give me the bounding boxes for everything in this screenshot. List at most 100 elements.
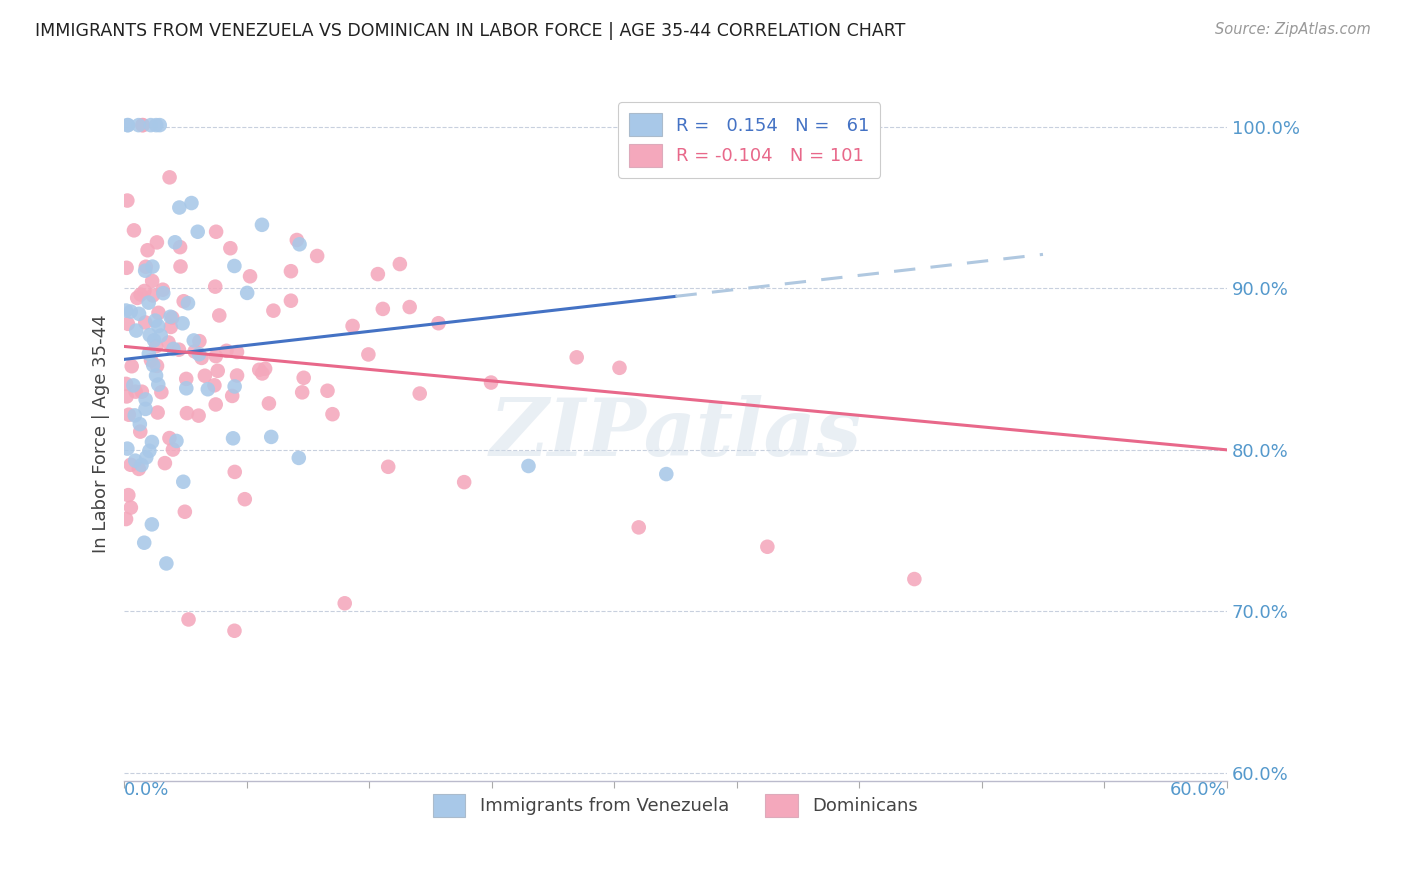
Point (145, 368, 167, 383)
Point (162, 342, 184, 356)
Point (398, 300, 420, 314)
Point (134, 315, 156, 329)
Point (143, 333, 166, 347)
Point (117, 317, 139, 331)
Point (367, 267, 389, 281)
Point (122, 378, 145, 392)
Point (134, 284, 156, 298)
Point (321, 407, 343, 421)
Point (180, 196, 202, 211)
Point (655, 467, 678, 481)
Point (357, 347, 380, 361)
Point (377, 459, 399, 474)
Point (187, 409, 209, 423)
Point (280, 293, 302, 308)
Point (125, 324, 148, 338)
Point (190, 351, 212, 365)
Point (183, 344, 205, 359)
Point (627, 520, 650, 534)
Point (226, 368, 249, 383)
Point (236, 285, 259, 300)
Point (173, 294, 195, 309)
Point (117, 488, 139, 502)
Point (135, 450, 157, 465)
Point (307, 249, 329, 263)
Point (257, 396, 280, 410)
Point (453, 475, 475, 490)
Point (124, 409, 146, 423)
Point (136, 244, 159, 258)
Point (260, 430, 283, 444)
Point (173, 505, 195, 519)
Point (208, 309, 231, 323)
Point (145, 339, 167, 353)
Point (127, 291, 149, 305)
Point (176, 381, 198, 395)
Text: ZIPatlas: ZIPatlas (489, 395, 862, 473)
Point (333, 596, 356, 610)
Point (138, 347, 160, 361)
Point (117, 194, 139, 208)
Point (292, 371, 315, 385)
Point (756, 540, 779, 554)
Point (117, 118, 139, 132)
Point (226, 345, 249, 359)
Point (141, 260, 163, 274)
Point (135, 260, 157, 274)
Point (285, 233, 308, 247)
Point (117, 118, 139, 132)
Point (149, 328, 172, 343)
Point (124, 453, 146, 467)
Point (153, 456, 176, 470)
Point (148, 318, 170, 333)
Point (288, 237, 311, 252)
Point (129, 287, 152, 301)
Point (128, 417, 150, 431)
Text: Source: ZipAtlas.com: Source: ZipAtlas.com (1215, 22, 1371, 37)
Point (177, 296, 200, 310)
Point (222, 431, 245, 445)
Point (121, 359, 143, 374)
Point (148, 306, 170, 320)
Point (177, 612, 200, 626)
Point (254, 361, 277, 376)
Point (371, 301, 394, 316)
Point (316, 384, 339, 398)
Point (252, 367, 274, 381)
Point (131, 118, 153, 132)
Point (131, 384, 153, 399)
Point (219, 241, 242, 255)
Point (479, 376, 502, 390)
Point (239, 269, 262, 284)
Point (169, 260, 191, 274)
Point (224, 259, 246, 273)
Point (128, 118, 150, 132)
Point (115, 376, 138, 391)
Point (146, 405, 169, 419)
Point (187, 225, 209, 239)
Point (176, 406, 198, 420)
Point (262, 303, 284, 318)
Point (138, 443, 160, 458)
Point (141, 435, 163, 450)
Point (134, 535, 156, 549)
Point (169, 201, 191, 215)
Point (250, 218, 273, 232)
Point (124, 384, 146, 399)
Point (155, 557, 177, 571)
Point (342, 318, 364, 333)
Point (162, 310, 184, 325)
Point (207, 364, 229, 378)
Y-axis label: In Labor Force | Age 35-44: In Labor Force | Age 35-44 (93, 314, 110, 553)
Point (132, 118, 155, 132)
Point (141, 274, 163, 288)
Point (247, 363, 270, 377)
Point (162, 442, 184, 457)
Point (120, 304, 142, 318)
Point (157, 335, 180, 350)
Point (167, 343, 190, 357)
Point (143, 313, 166, 327)
Text: 60.0%: 60.0% (1170, 781, 1227, 799)
Point (163, 235, 186, 250)
Point (221, 389, 243, 403)
